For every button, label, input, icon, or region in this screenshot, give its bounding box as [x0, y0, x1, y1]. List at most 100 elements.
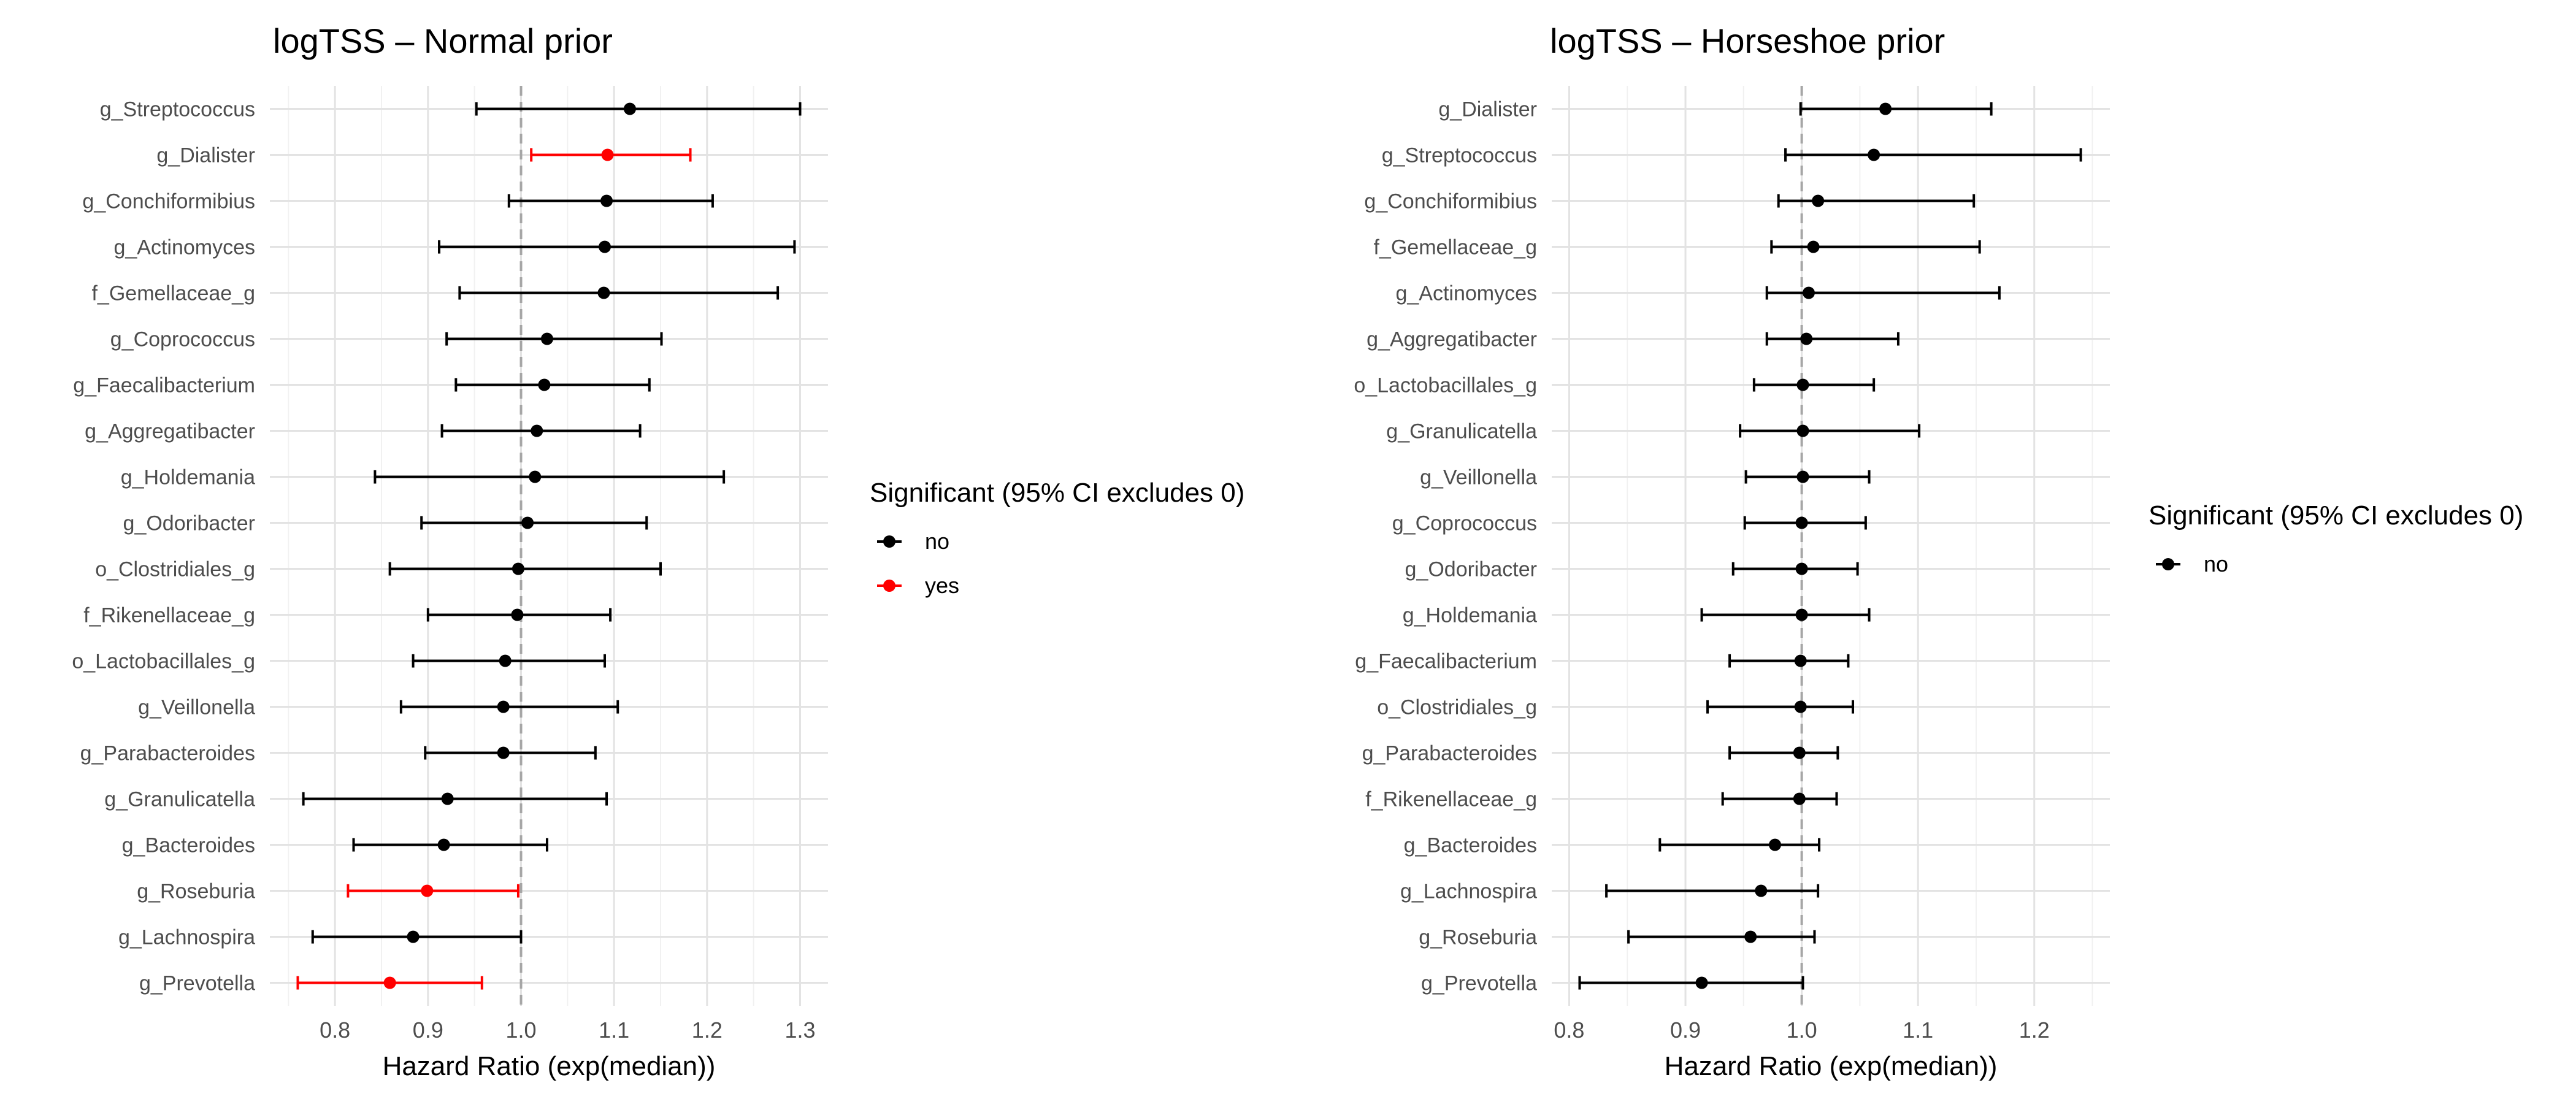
- point-estimate: [1796, 470, 1809, 483]
- plot-area: [270, 86, 828, 1006]
- point-estimate: [540, 332, 553, 345]
- forest-row: g_Streptococcus: [100, 98, 802, 121]
- x-tick-label: 0.8: [320, 1017, 350, 1043]
- x-tick-label: 1.3: [784, 1017, 815, 1043]
- point-estimate: [407, 930, 420, 943]
- legend-item: no: [877, 529, 949, 554]
- forest-row: g_Lachnospira: [118, 926, 523, 949]
- point-estimate: [600, 194, 613, 207]
- point-estimate: [383, 976, 396, 989]
- y-tick-label: g_Coprococcus: [110, 328, 255, 351]
- forest-row: g_Aggregatibacter: [1367, 328, 1899, 351]
- x-tick-label: 0.8: [1554, 1017, 1584, 1043]
- x-tick-label: 1.2: [692, 1017, 723, 1043]
- x-tick-label: 1.2: [2019, 1017, 2050, 1043]
- forest-row: f_Gemellaceae_g: [1373, 236, 1981, 259]
- y-tick-label: o_Lactobacillales_g: [72, 650, 255, 673]
- forest-row: g_Coprococcus: [1392, 512, 1867, 535]
- forest-row: o_Clostridiales_g: [95, 558, 662, 581]
- y-tick-label: g_Odoribacter: [123, 512, 255, 535]
- y-tick-label: g_Dialister: [156, 144, 255, 167]
- y-tick-label: g_Coprococcus: [1392, 512, 1537, 535]
- panel-1: g_Streptococcus g_Dialister g_Conchiformib…: [72, 21, 1244, 1081]
- point-estimate: [521, 516, 534, 529]
- forest-row: g_Conchiformibius: [1364, 190, 1976, 213]
- legend-key-point: [2162, 558, 2174, 570]
- x-tick-label: 1.0: [505, 1017, 536, 1043]
- y-tick-label: g_Conchiformibius: [1364, 190, 1537, 213]
- y-tick-label: g_Veillonella: [1420, 466, 1537, 489]
- point-estimate: [597, 286, 610, 299]
- forest-row: f_Rikenellaceae_g: [83, 604, 612, 627]
- forest-row: g_Bacteroides: [1404, 834, 1821, 857]
- point-estimate: [623, 102, 636, 115]
- forest-row: g_Granulicatella: [1386, 420, 1921, 443]
- y-tick-label: f_Gemellaceae_g: [91, 282, 255, 305]
- point-estimate: [1807, 240, 1820, 253]
- forest-row: g_Parabacteroides: [1362, 742, 1839, 765]
- forest-row: g_Dialister: [1438, 98, 1993, 121]
- point-estimate: [1795, 562, 1808, 575]
- point-estimate: [421, 884, 434, 897]
- forest-row: g_Lachnospira: [1400, 880, 1820, 903]
- point-estimate: [1879, 102, 1892, 115]
- y-tick-label: g_Lachnospira: [118, 926, 255, 949]
- forest-row: g_Prevotella: [139, 972, 483, 995]
- point-estimate: [437, 838, 450, 851]
- forest-row: g_Odoribacter: [1405, 558, 1859, 581]
- plot-area: [1552, 86, 2110, 1006]
- forest-row: o_Lactobacillales_g: [72, 650, 606, 673]
- y-tick-label: g_Aggregatibacter: [85, 420, 255, 443]
- legend-item: no: [2156, 551, 2228, 576]
- point-estimate: [1796, 424, 1809, 437]
- point-estimate: [497, 746, 510, 759]
- y-tick-label: g_Bacteroides: [122, 834, 255, 857]
- y-tick-label: g_Holdemania: [121, 466, 255, 489]
- legend-label: yes: [925, 573, 959, 598]
- y-tick-label: g_Roseburia: [1419, 926, 1537, 949]
- point-estimate: [1795, 608, 1808, 621]
- y-tick-label: g_Roseburia: [137, 880, 255, 903]
- point-estimate: [1695, 976, 1708, 989]
- forest-row: g_Faecalibacterium: [73, 374, 651, 397]
- point-estimate: [441, 792, 454, 805]
- y-tick-label: g_Actinomyces: [113, 236, 255, 259]
- legend-label: no: [925, 529, 949, 554]
- forest-row: g_Actinomyces: [113, 236, 796, 259]
- legend-key-point: [883, 580, 895, 592]
- y-tick-label: f_Rikenellaceae_g: [1365, 788, 1537, 811]
- legend-title: Significant (95% CI excludes 0): [2149, 500, 2523, 531]
- y-tick-label: o_Lactobacillales_g: [1354, 374, 1537, 397]
- chart-title: logTSS – Horseshoe prior: [1550, 21, 1945, 60]
- forest-row: g_Bacteroides: [122, 834, 548, 857]
- point-estimate: [1795, 516, 1808, 529]
- point-estimate: [497, 700, 510, 713]
- legend-label: no: [2204, 551, 2228, 576]
- x-tick-label: 0.9: [413, 1017, 443, 1043]
- forest-row: g_Parabacteroides: [80, 742, 597, 765]
- x-tick-label: 1.1: [1903, 1017, 1933, 1043]
- y-tick-label: g_Dialister: [1438, 98, 1537, 121]
- y-tick-label: g_Streptococcus: [100, 98, 255, 121]
- y-tick-label: g_Holdemania: [1403, 604, 1537, 627]
- forest-row: g_Roseburia: [1419, 926, 1816, 949]
- point-estimate: [1868, 148, 1880, 161]
- x-axis-label: Hazard Ratio (exp(median)): [383, 1051, 716, 1081]
- y-tick-label: g_Parabacteroides: [80, 742, 255, 765]
- point-estimate: [531, 424, 543, 437]
- y-tick-label: g_Prevotella: [1421, 972, 1537, 995]
- point-estimate: [1744, 930, 1757, 943]
- legend-title: Significant (95% CI excludes 0): [870, 478, 1244, 508]
- forest-row: g_Aggregatibacter: [85, 420, 642, 443]
- y-tick-label: g_Veillonella: [138, 696, 255, 719]
- forest-row: f_Gemellaceae_g: [91, 282, 780, 305]
- point-estimate: [1793, 746, 1806, 759]
- y-tick-label: g_Faecalibacterium: [1355, 650, 1537, 673]
- point-estimate: [499, 654, 512, 667]
- forest-row: g_Roseburia: [137, 880, 519, 903]
- point-estimate: [1755, 884, 1768, 897]
- forest-row: g_Holdemania: [1403, 604, 1871, 627]
- forest-row: g_Faecalibacterium: [1355, 650, 1850, 673]
- chart-title: logTSS – Normal prior: [273, 21, 613, 60]
